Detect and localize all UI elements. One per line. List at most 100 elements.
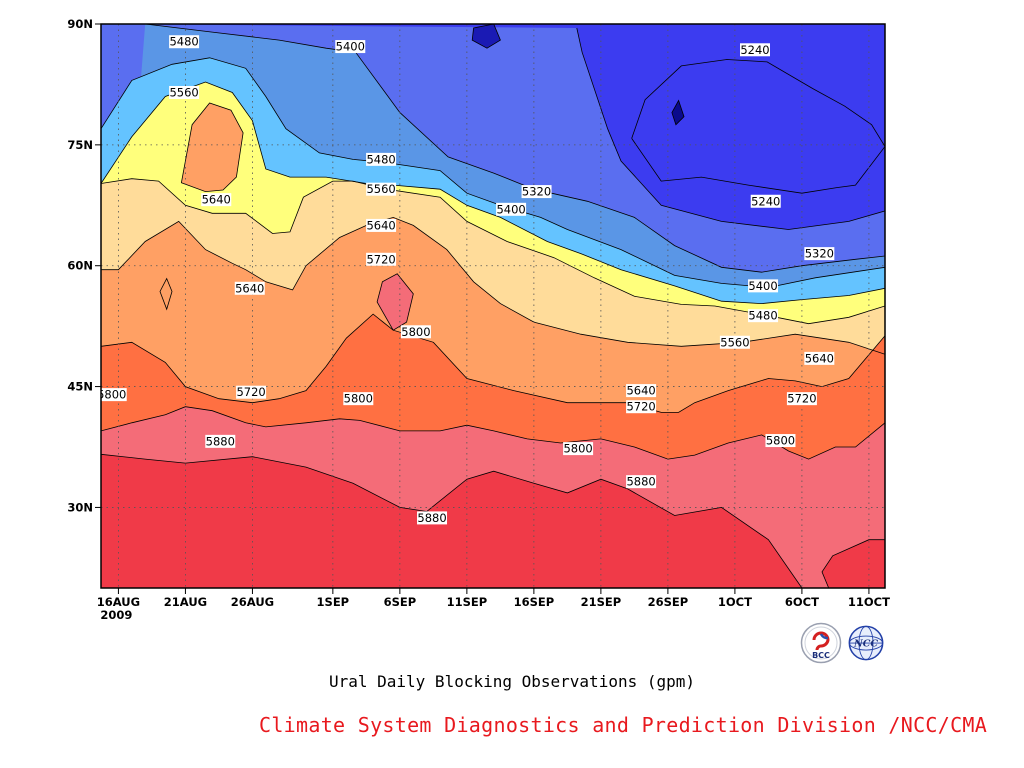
contour-label-bg: [366, 218, 397, 232]
contour-label: 5480: [169, 35, 198, 49]
contour-line-5960: [821, 539, 885, 588]
contour-label: 5480: [748, 309, 777, 323]
contour-label-bg: [740, 43, 771, 57]
x-tick-label: 6SEP: [384, 595, 417, 609]
contour-label-bg: [201, 193, 232, 207]
contour-cell-5800: [377, 273, 414, 331]
contour-label: 5720: [366, 252, 395, 266]
x-tick-label: 1OCT: [718, 595, 752, 609]
x-tick-label: 21AUG: [164, 595, 207, 609]
contour-label-bg: [748, 279, 779, 293]
contour-label: 5640: [805, 351, 834, 365]
contour-label: 5720: [236, 385, 265, 399]
contour-label-bg: [169, 35, 200, 49]
contour-label-bg: [366, 182, 397, 196]
contour-line-5240: [471, 24, 501, 49]
contour-label: 5400: [496, 202, 525, 216]
contour-label-bg: [400, 325, 431, 339]
contour-label-bg: [234, 281, 265, 295]
contour-label-bg: [765, 434, 796, 448]
x-tick-sublabel: 2009: [100, 608, 132, 622]
contour-label: 5400: [336, 40, 365, 54]
contour-line-5800: [376, 273, 414, 331]
contour-line-5240: [631, 59, 885, 194]
contour-label-bg: [748, 309, 779, 323]
contour-line-5720: [101, 216, 885, 355]
x-tick-label: 16SEP: [514, 595, 555, 609]
band-above-5960-patch: [822, 539, 885, 588]
contour-label-bg: [750, 194, 781, 208]
contour-label: 5800: [563, 442, 592, 456]
contour-label: 5880: [206, 434, 235, 448]
contour-cell-5240: [472, 24, 501, 49]
contour-label-bg: [236, 385, 267, 399]
contour-line-5640: [101, 178, 885, 325]
contour-label: 5320: [522, 185, 551, 199]
contour-label-bg: [335, 40, 366, 54]
contour-label: 5800: [766, 434, 795, 448]
plot-frame: [100, 23, 886, 589]
contour-label: 5640: [626, 384, 655, 398]
contour-label-bg: [366, 252, 397, 266]
contour-label-bg: [205, 434, 236, 448]
x-tick-label: 26SEP: [648, 595, 689, 609]
x-tick-label: 1SEP: [317, 595, 350, 609]
contour-label-bg: [804, 247, 835, 261]
x-tick-label: 11OCT: [848, 595, 890, 609]
contour-label-bg: [626, 475, 657, 489]
contour-label-bg: [366, 152, 397, 166]
bcc-logo-text: BCC: [812, 651, 830, 660]
contour-label: 5240: [751, 194, 780, 208]
contour-cell-5160: [671, 100, 684, 125]
y-tick-label: 60N: [67, 259, 93, 273]
contour-line-5320: [576, 27, 885, 230]
contour-label: 5640: [202, 193, 231, 207]
x-tick-label: 6OCT: [785, 595, 819, 609]
contour-line-5560: [101, 81, 885, 305]
y-tick-label: 90N: [67, 17, 93, 31]
contour-label: 5240: [740, 43, 769, 57]
ncc-logo-text: NCC: [853, 639, 878, 650]
contour-line-5640: [159, 277, 173, 311]
band-above-5960: [101, 454, 802, 588]
contour-label-bg: [719, 335, 750, 349]
y-tick-label: 45N: [67, 380, 93, 394]
y-tick-label: 30N: [67, 500, 93, 514]
chart-caption: Ural Daily Blocking Observations (gpm): [328, 672, 696, 691]
x-tick-label: 21SEP: [581, 595, 622, 609]
bcc-logo: BCC: [800, 622, 842, 664]
contour-label: 5560: [366, 182, 395, 196]
contour-label-bg: [786, 392, 817, 406]
x-tick-label: 16AUG: [97, 595, 140, 609]
contour-cell-5640: [181, 103, 244, 192]
ncc-logo: NCC: [848, 625, 884, 661]
contour-label: 5320: [805, 247, 834, 261]
contour-label-bg: [169, 85, 200, 99]
contour-line-5640: [180, 102, 244, 193]
contour-label: 5800: [344, 392, 373, 406]
contour-label-bg: [563, 442, 594, 456]
contour-label: 5720: [626, 400, 655, 414]
contour-label: 5800: [97, 388, 126, 402]
x-tick-label: 26AUG: [231, 595, 274, 609]
contour-label: 5400: [748, 279, 777, 293]
contour-label-bg: [804, 351, 835, 365]
footer-credit: Climate System Diagnostics and Predictio…: [259, 713, 988, 737]
y-tick-label: 75N: [67, 138, 93, 152]
contour-label-bg: [626, 384, 657, 398]
contour-line-5480: [101, 57, 885, 288]
contour-line-5160: [671, 99, 685, 126]
contour-label: 5800: [401, 325, 430, 339]
contour-label-bg: [626, 400, 657, 414]
contour-label: 5480: [366, 152, 395, 166]
contour-label-bg: [101, 388, 127, 402]
contour-label-bg: [496, 202, 527, 216]
contour-label: 5640: [235, 281, 264, 295]
contour-label: 5560: [169, 85, 198, 99]
contour-label: 5640: [366, 218, 395, 232]
contour-label-bg: [417, 511, 448, 525]
contour-line-5800: [101, 313, 885, 413]
contour-line-5960: [101, 453, 803, 588]
contour-label: 5560: [720, 335, 749, 349]
